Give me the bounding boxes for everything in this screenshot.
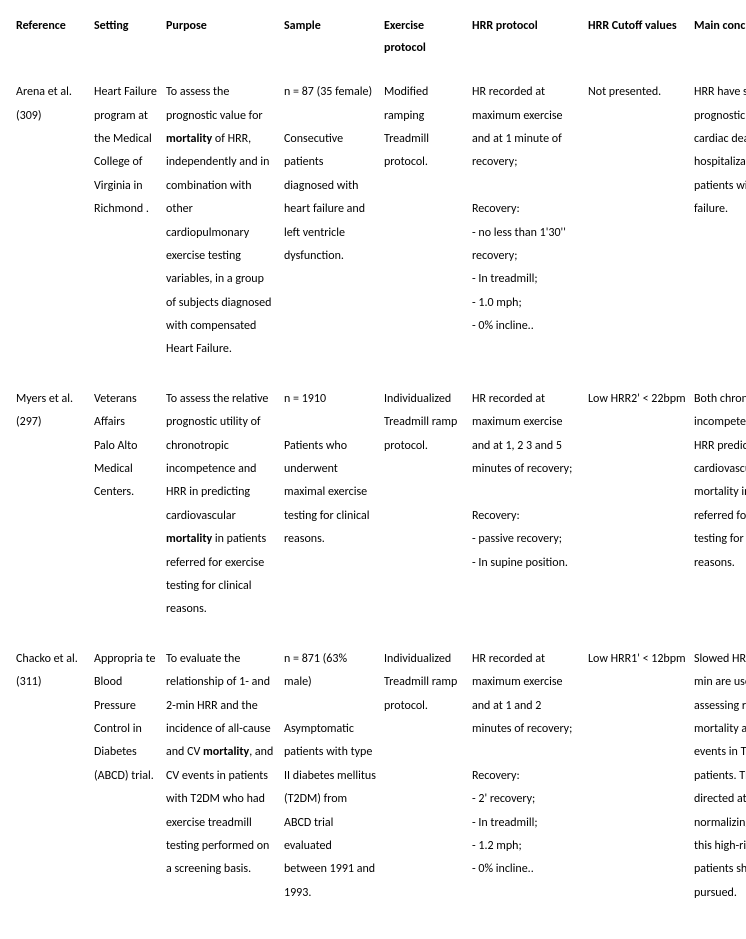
table-cell: Slowed HRR at 1 and 2 min are useful in …	[694, 644, 746, 927]
column-header: Exercise protocol	[384, 12, 472, 77]
table-cell: Individualized Treadmill ramp protocol.	[384, 644, 472, 927]
column-header: Setting	[94, 12, 166, 77]
table-cell: Myers et al. (297)	[16, 384, 94, 644]
table-cell: n = 871 (63% male)Asymptomatic patients …	[284, 644, 384, 927]
table-cell: Arena et al. (309)	[16, 77, 94, 384]
table-row: Arena et al. (309)Heart Failure program …	[16, 77, 746, 384]
column-header: HRR protocol	[472, 12, 588, 77]
table-cell: To evaluate the relationship of 1- and 2…	[166, 644, 284, 927]
table-cell: HRR have significant prognostic value fo…	[694, 77, 746, 384]
table-cell: Low HRR1' < 12bpm	[588, 644, 694, 927]
column-header: Sample	[284, 12, 384, 77]
study-table: ReferenceSettingPurposeSampleExercise pr…	[16, 12, 746, 927]
table-cell: Both chronotropic incompetence and HRR p…	[694, 384, 746, 644]
column-header: Reference	[16, 12, 94, 77]
table-cell: Chacko et al. (311)	[16, 644, 94, 927]
table-cell: To assess the prognostic value for morta…	[166, 77, 284, 384]
table-cell: n = 87 (35 female)Consecutive patients d…	[284, 77, 384, 384]
table-cell: HR recorded at maximum exercise and at 1…	[472, 384, 588, 644]
table-cell: Veterans AffairsPalo Alto Medical Center…	[94, 384, 166, 644]
table-cell: Appropria te Blood Pressure Control in D…	[94, 644, 166, 927]
table-cell: Heart Failure program at the Medical Col…	[94, 77, 166, 384]
table-cell: n = 1910Patients who underwent maximal e…	[284, 384, 384, 644]
table-cell: Modified ramping Treadmill protocol.	[384, 77, 472, 384]
table-cell: HR recorded at maximum exercise and at 1…	[472, 644, 588, 927]
table-cell: Low HRR2' < 22bpm	[588, 384, 694, 644]
column-header: HRR Cutoff values	[588, 12, 694, 77]
column-header: Main conclusions	[694, 12, 746, 77]
table-cell: HR recorded at maximum exercise and at 1…	[472, 77, 588, 384]
table-row: Myers et al. (297)Veterans AffairsPalo A…	[16, 384, 746, 644]
table-row: Chacko et al. (311)Appropria te Blood Pr…	[16, 644, 746, 927]
column-header: Purpose	[166, 12, 284, 77]
table-cell: To assess the relative prognostic utilit…	[166, 384, 284, 644]
table-header-row: ReferenceSettingPurposeSampleExercise pr…	[16, 12, 746, 77]
table-cell: Individualized Treadmill ramp protocol.	[384, 384, 472, 644]
table-cell: Not presented.	[588, 77, 694, 384]
